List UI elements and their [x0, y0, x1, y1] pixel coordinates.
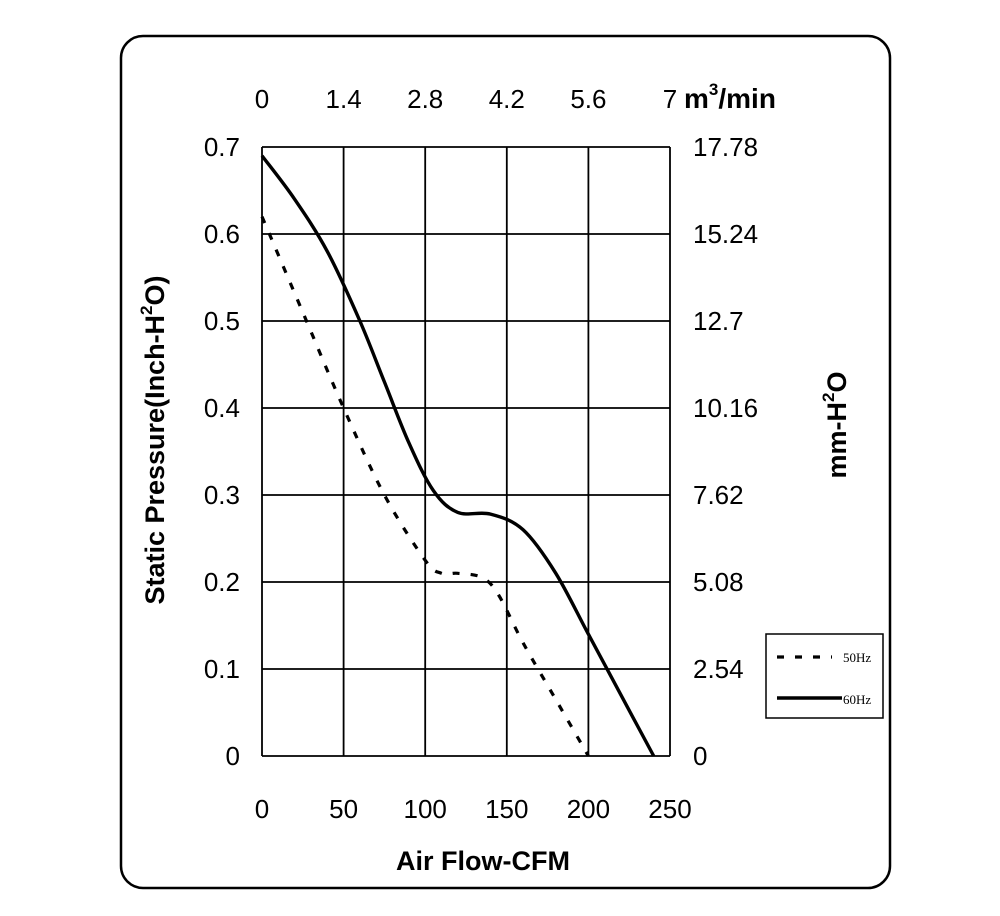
top-tick-label: 2.8 — [407, 84, 443, 114]
top-tick-labels: 0 1.4 2.8 4.2 5.6 7 — [255, 84, 677, 114]
x-tick-label: 0 — [255, 794, 269, 824]
y-tick-label: 0.3 — [204, 480, 240, 510]
y-tick-label: 0 — [226, 741, 240, 771]
legend-box — [765, 633, 884, 719]
x-axis-title: Air Flow-CFM — [396, 846, 570, 876]
series-60hz-line — [260, 154, 656, 757]
top-tick-label: 1.4 — [326, 84, 362, 114]
x-tick-label: 150 — [485, 794, 528, 824]
right-tick-label: 17.78 — [693, 132, 758, 162]
legend-label-60hz: 60Hz — [843, 692, 871, 707]
y-tick-label: 0.4 — [204, 393, 240, 423]
x-tick-labels: 0 50 100 150 200 250 — [255, 794, 692, 824]
right-tick-label: 2.54 — [693, 654, 744, 684]
y-tick-label: 0.7 — [204, 132, 240, 162]
top-tick-label: 5.6 — [570, 84, 606, 114]
series-50hz-line — [260, 215, 590, 757]
right-tick-label: 12.7 — [693, 306, 744, 336]
y-tick-labels: 0 0.1 0.2 0.3 0.4 0.5 0.6 0.7 — [204, 132, 240, 771]
right-tick-labels: 0 2.54 5.08 7.62 10.16 12.7 15.24 17.78 — [693, 132, 758, 771]
top-tick-label: 4.2 — [489, 84, 525, 114]
top-axis-unit: m3/min — [684, 80, 776, 114]
y-tick-label: 0.5 — [204, 306, 240, 336]
chart-frame — [119, 34, 892, 890]
top-tick-label: 7 — [663, 84, 677, 114]
right-tick-label: 7.62 — [693, 480, 744, 510]
x-tick-label: 200 — [567, 794, 610, 824]
y-axis-title: Static Pressure(Inch-H2O) — [137, 275, 170, 604]
y-tick-label: 0.2 — [204, 567, 240, 597]
y-tick-label: 0.1 — [204, 654, 240, 684]
grid — [261, 146, 671, 757]
x-tick-label: 100 — [404, 794, 447, 824]
right-tick-label: 10.16 — [693, 393, 758, 423]
y-tick-label: 0.6 — [204, 219, 240, 249]
right-axis-title: mm-H2O — [819, 372, 852, 479]
right-tick-label: 5.08 — [693, 567, 744, 597]
legend: 50Hz 60Hz — [765, 633, 884, 719]
top-tick-label: 0 — [255, 84, 269, 114]
right-tick-label: 15.24 — [693, 219, 758, 249]
legend-label-50hz: 50Hz — [843, 650, 871, 665]
right-tick-label: 0 — [693, 741, 707, 771]
x-tick-label: 250 — [648, 794, 691, 824]
x-tick-label: 50 — [329, 794, 358, 824]
